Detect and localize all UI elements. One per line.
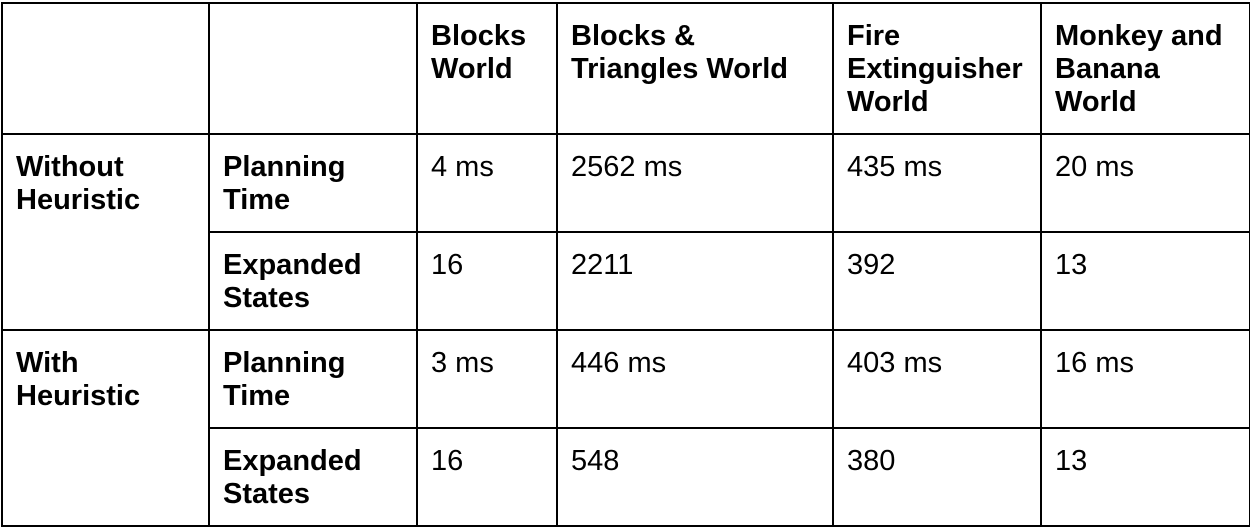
value-cell: 13 (1040, 427, 1250, 527)
value-cell: 16 (416, 427, 558, 527)
header-cell-blocks-triangles-world: Blocks & Triangles World (556, 2, 834, 135)
header-cell-blocks-world: Blocks World (416, 2, 558, 135)
header-cell-empty-1 (1, 2, 210, 135)
value-cell: 3 ms (416, 329, 558, 429)
metric-label-expanded-states: Expanded States (208, 231, 418, 331)
header-row: Blocks World Blocks & Triangles World Fire… (1, 2, 1250, 135)
value-cell: 446 ms (556, 329, 834, 429)
value-cell: 2562 ms (556, 133, 834, 233)
value-cell: 2211 (556, 231, 834, 331)
value-cell: 16 (416, 231, 558, 331)
value-cell: 16 ms (1040, 329, 1250, 429)
value-cell: 403 ms (832, 329, 1042, 429)
group-label-without-heuristic: Without Heuristic (1, 133, 210, 331)
metric-label-expanded-states: Expanded States (208, 427, 418, 527)
value-cell: 380 (832, 427, 1042, 527)
table-row: With Heuristic Planning Time 3 ms 446 ms 4… (1, 329, 1250, 527)
header-cell-empty-2 (208, 2, 418, 135)
value-cell: 548 (556, 427, 834, 527)
header-cell-monkey-banana-world: Monkey and Banana World (1040, 2, 1250, 135)
group-label-with-heuristic: With Heuristic (1, 329, 210, 527)
metric-label-planning-time: Planning Time (208, 329, 418, 429)
value-cell: 20 ms (1040, 133, 1250, 233)
table-row: Expanded States 16 2211 392 13 (2, 231, 1250, 331)
value-cell: 13 (1040, 231, 1250, 331)
value-cell: 435 ms (832, 133, 1042, 233)
table-row: Expanded States 16 548 380 13 (2, 427, 1250, 527)
header-cell-fire-extinguisher-world: Fire Extinguisher World (832, 2, 1042, 135)
table-row: Without Heuristic Planning Time 4 ms 2562 … (1, 133, 1250, 331)
value-cell: 392 (832, 231, 1042, 331)
value-cell: 4 ms (416, 133, 558, 233)
metric-label-planning-time: Planning Time (208, 133, 418, 233)
